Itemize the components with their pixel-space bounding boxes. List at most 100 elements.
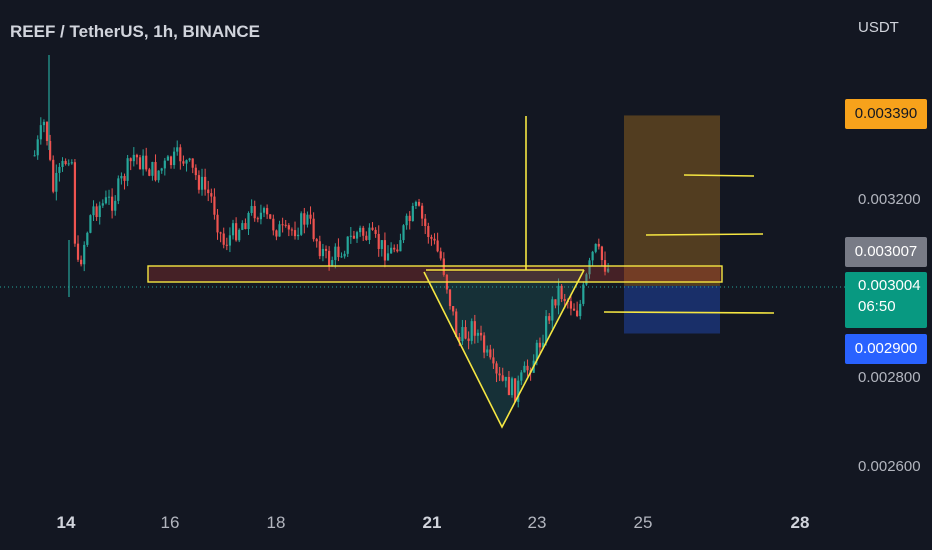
candle-body — [92, 206, 95, 216]
candle-body — [594, 243, 597, 252]
target-line-2 — [683, 174, 755, 177]
candle-body — [396, 249, 399, 252]
candle-body — [368, 227, 371, 240]
candle-body — [464, 327, 467, 339]
candle-body — [98, 205, 101, 218]
candle-body — [160, 168, 163, 171]
candle-body — [439, 251, 442, 259]
last-price-value: 0.003004 — [858, 277, 921, 294]
candle-body — [479, 332, 483, 336]
candle-body — [126, 158, 129, 181]
currency-label[interactable]: USDT — [858, 19, 899, 36]
previous-close-label: 0.003007 — [845, 237, 927, 267]
time-tick-28: 28 — [790, 513, 810, 532]
candle-body — [569, 301, 573, 309]
candle-body — [312, 218, 315, 240]
loss-zone — [624, 285, 720, 334]
candle-body — [80, 259, 83, 265]
candle-body — [492, 357, 495, 364]
candle-body — [117, 178, 120, 201]
candle-body — [374, 229, 377, 234]
candle-body — [355, 232, 359, 239]
candle-body — [238, 229, 241, 241]
candle-body — [421, 205, 424, 219]
candle-body — [250, 206, 253, 213]
candle-body — [173, 151, 176, 166]
candle-body — [222, 233, 225, 245]
target-price-label: 0.003390 — [845, 99, 927, 129]
candle-body — [290, 229, 294, 231]
candle-body — [458, 336, 461, 342]
candle-body — [33, 155, 36, 157]
candle-body — [244, 223, 247, 230]
candle-body — [55, 172, 58, 192]
candle-body — [176, 147, 179, 152]
candle-body — [405, 215, 408, 226]
candle-body — [86, 232, 89, 245]
candle-body — [470, 321, 473, 341]
candle-body — [321, 248, 325, 257]
candle-body — [197, 175, 201, 190]
candle-body — [262, 208, 266, 213]
symbol-title[interactable]: REEF / TetherUS, 1h, BINANCE — [10, 22, 260, 41]
candle-body — [142, 155, 145, 170]
candle-body — [399, 240, 402, 252]
candle-body — [597, 243, 600, 247]
candle-body — [579, 303, 582, 317]
candle-body — [151, 161, 154, 176]
candle-body — [306, 214, 309, 225]
candle-body — [70, 162, 73, 164]
candle-body — [554, 299, 557, 306]
candle-body — [526, 365, 529, 371]
candle-body — [411, 205, 414, 222]
candle-body — [132, 154, 135, 162]
candle-body — [408, 215, 411, 222]
candle-body — [535, 342, 538, 361]
candle-body — [501, 375, 504, 381]
candle-body — [483, 335, 486, 353]
candle-body — [293, 230, 297, 237]
candle-body — [427, 226, 430, 238]
candle-body — [107, 196, 111, 198]
candle-body — [135, 154, 139, 158]
candle-body — [247, 212, 250, 230]
candle-body — [235, 223, 238, 241]
candle-body — [538, 342, 542, 348]
candle-body — [576, 310, 579, 317]
candle-body — [241, 223, 244, 230]
candle-body — [476, 332, 480, 336]
candle-body — [104, 197, 108, 204]
candle-body — [253, 206, 256, 219]
time-tick-23: 23 — [527, 513, 547, 532]
drawing-layer — [424, 115, 720, 427]
candle-body — [166, 156, 170, 161]
candles-layer — [33, 55, 610, 408]
candle-body — [272, 218, 275, 231]
candle-body — [188, 158, 191, 161]
candle-body — [461, 327, 464, 342]
candle-body — [148, 169, 151, 176]
candle-body — [541, 342, 545, 348]
candle-body — [585, 274, 588, 285]
candle-body — [507, 376, 511, 396]
candle-body — [324, 248, 328, 251]
candle-body — [213, 196, 216, 215]
candle-body — [154, 161, 157, 181]
candle-body — [300, 213, 303, 235]
candle-body — [340, 256, 343, 258]
candle-body — [114, 200, 117, 211]
candle-body — [455, 311, 458, 337]
candle-body — [414, 201, 418, 206]
candle-body — [73, 162, 77, 244]
candle-body — [138, 157, 142, 170]
candle-body — [417, 201, 421, 206]
candle-body — [287, 225, 290, 230]
candle-body — [588, 260, 591, 275]
candle-body — [563, 298, 566, 302]
candle-body — [83, 244, 86, 265]
candle-body — [331, 260, 334, 267]
candle-body — [123, 175, 126, 181]
time-tick-16: 16 — [160, 513, 180, 532]
candle-body — [64, 160, 67, 165]
